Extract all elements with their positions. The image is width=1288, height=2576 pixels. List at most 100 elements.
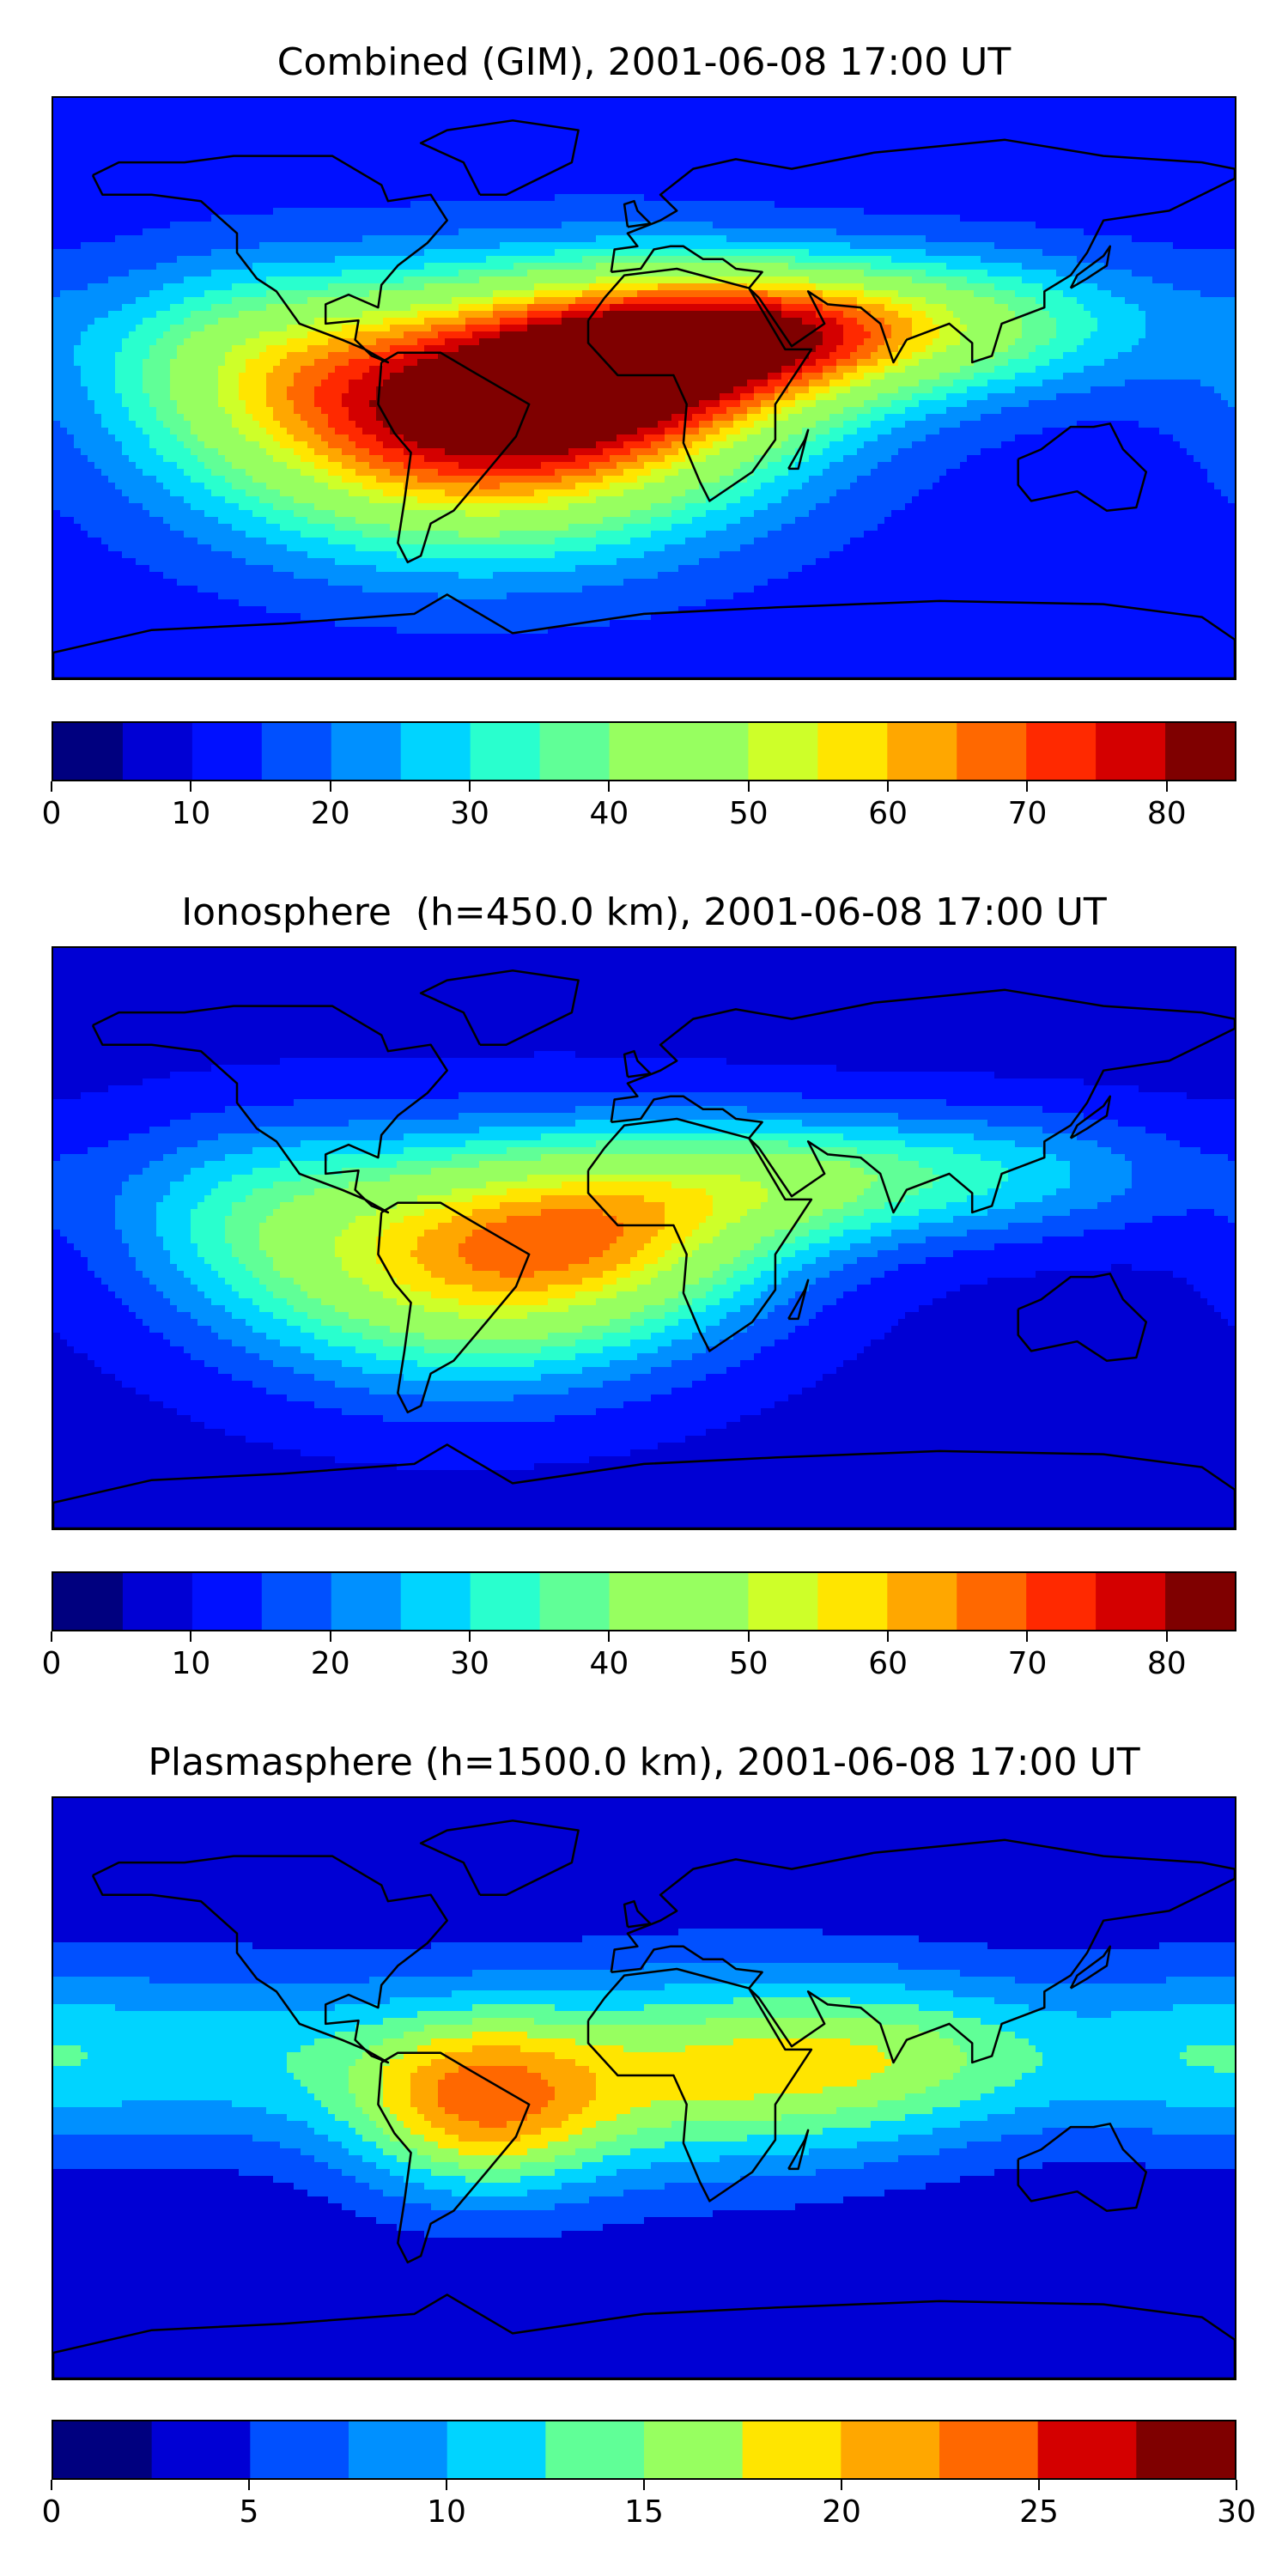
field-cell xyxy=(699,428,720,435)
field-cell xyxy=(699,1278,727,1285)
field-cell xyxy=(197,455,226,463)
field-cell xyxy=(259,1278,295,1285)
field-cell xyxy=(541,2107,583,2115)
field-cell xyxy=(1042,2059,1188,2067)
field-cell xyxy=(287,2066,349,2074)
field-cell xyxy=(369,1285,411,1292)
field-cell xyxy=(562,311,604,319)
field-cell xyxy=(1104,263,1235,270)
field-cell xyxy=(939,428,1043,435)
field-cell xyxy=(575,565,679,573)
field-cell xyxy=(53,112,1235,119)
field-cell xyxy=(115,1209,157,1217)
field-cell xyxy=(1173,434,1235,442)
field-cell xyxy=(795,256,892,264)
colorbar-band xyxy=(841,2421,940,2478)
field-cell xyxy=(335,524,391,532)
field-cell xyxy=(53,531,88,538)
field-cell xyxy=(156,1209,191,1217)
field-cell xyxy=(919,1935,1235,1943)
coastline-south-america xyxy=(377,351,531,564)
field-cell xyxy=(809,510,892,518)
field-cell xyxy=(843,325,865,332)
field-cell xyxy=(1022,325,1057,332)
field-cell xyxy=(713,2210,1235,2218)
field-cell xyxy=(53,1017,1235,1024)
colorbar-band xyxy=(331,723,402,780)
field-cell xyxy=(630,1449,1235,1457)
field-cell xyxy=(1063,290,1112,298)
field-cell xyxy=(637,1250,665,1258)
field-cell xyxy=(280,489,349,497)
field-cell xyxy=(53,2327,1235,2335)
field-cell xyxy=(53,1415,191,1423)
field-cell xyxy=(829,441,865,449)
field-cell xyxy=(369,496,418,504)
field-cell xyxy=(404,276,480,284)
field-cell xyxy=(1015,1202,1098,1210)
field-cell xyxy=(960,318,1023,325)
field-cell xyxy=(53,2272,1235,2280)
field-cell xyxy=(225,1278,260,1285)
field-cell xyxy=(630,1374,707,1382)
field-cell xyxy=(829,1250,878,1258)
field-cell xyxy=(53,2121,308,2129)
field-cell xyxy=(232,1209,274,1217)
field-cell xyxy=(349,1223,391,1230)
field-cell xyxy=(733,441,782,449)
field-cell xyxy=(143,228,459,236)
field-cell xyxy=(349,1312,459,1320)
field-cell xyxy=(520,2135,569,2142)
colorbar-tick xyxy=(51,1631,52,1642)
field-cell xyxy=(781,455,810,463)
field-cell xyxy=(53,641,1235,648)
field-cell xyxy=(390,469,439,477)
field-cell xyxy=(651,1367,727,1375)
field-cell xyxy=(981,414,1235,422)
field-cell xyxy=(177,345,233,353)
field-cell xyxy=(301,469,329,477)
field-cell xyxy=(905,1195,968,1203)
field-cell xyxy=(754,455,782,463)
field-cell xyxy=(740,400,762,408)
field-cell xyxy=(273,565,377,573)
field-cell xyxy=(836,228,1084,236)
coastline-japan xyxy=(1069,1095,1112,1139)
field-cell xyxy=(369,1319,611,1327)
field-cell xyxy=(829,352,851,360)
field-cell xyxy=(816,1381,1235,1388)
field-cell xyxy=(184,338,246,346)
field-cell xyxy=(699,483,734,490)
field-cell xyxy=(53,1901,1235,1909)
field-cell xyxy=(273,1257,343,1265)
field-cell xyxy=(163,1154,226,1162)
field-cell xyxy=(459,345,817,353)
field-cell xyxy=(438,2100,549,2108)
field-cell xyxy=(864,441,913,449)
field-cell xyxy=(919,2004,1030,2012)
field-cell xyxy=(301,1285,370,1292)
field-cell xyxy=(1214,1305,1235,1313)
field-cell xyxy=(1111,2011,1235,2019)
field-cell xyxy=(404,448,446,456)
field-cell xyxy=(163,1236,191,1244)
field-cell xyxy=(328,2107,363,2115)
field-cell xyxy=(507,1188,707,1196)
field-cell xyxy=(1132,1168,1235,1176)
field-cell xyxy=(795,393,817,401)
field-cell xyxy=(472,1209,542,1217)
field-cell xyxy=(658,448,679,456)
field-cell xyxy=(53,2320,1235,2328)
field-cell xyxy=(246,366,274,374)
colorbar-tick xyxy=(747,781,750,792)
field-cell xyxy=(740,2176,961,2184)
field-cell xyxy=(775,1264,803,1272)
field-cell xyxy=(362,531,459,538)
field-cell xyxy=(816,345,837,353)
field-cell xyxy=(781,1278,817,1285)
field-cell xyxy=(1132,1161,1235,1169)
field-cell xyxy=(912,496,1229,504)
coastline-madagascar xyxy=(787,1279,810,1321)
field-cell xyxy=(754,469,789,477)
field-cell xyxy=(809,1319,899,1327)
